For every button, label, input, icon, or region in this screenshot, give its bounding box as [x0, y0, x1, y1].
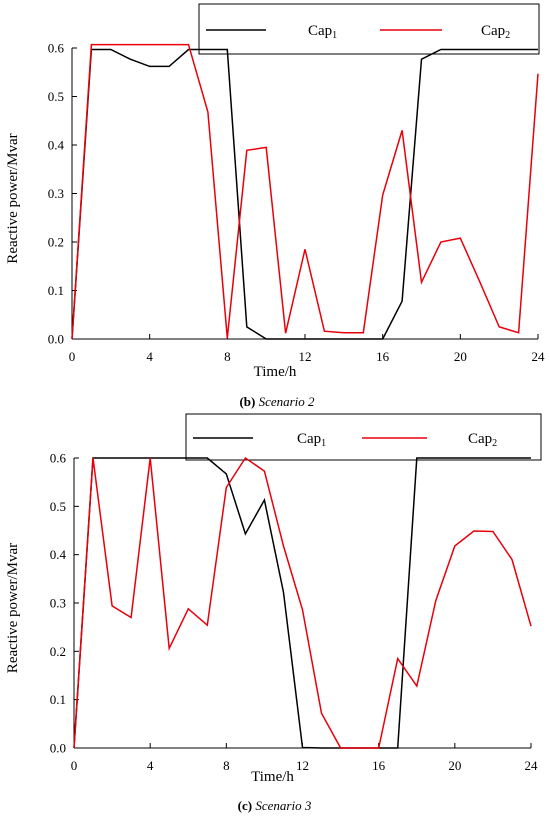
y-tick-label: 0.5	[48, 89, 64, 104]
chart-caption: (b) Scenario 2	[239, 394, 315, 409]
x-tick-label: 0	[71, 758, 78, 773]
series-line-1	[71, 48, 538, 340]
y-tick-label: 0.6	[50, 451, 67, 466]
y-tick-label: 0.3	[50, 596, 66, 611]
x-tick-label: 4	[147, 758, 154, 773]
y-tick-label: 0.1	[48, 283, 64, 298]
x-tick-label: 24	[532, 349, 546, 364]
legend-label-1: Cap1	[297, 431, 326, 449]
x-tick-label: 0	[69, 349, 76, 364]
x-tick-label: 20	[448, 758, 461, 773]
y-tick-label: 0.5	[50, 499, 66, 514]
y-tick-label: 0.0	[50, 741, 66, 756]
series-line-1	[73, 457, 531, 749]
y-tick-label: 0.2	[50, 644, 66, 659]
legend-box	[185, 413, 542, 461]
legend-label-2: Cap2	[468, 431, 497, 449]
y-tick-label: 0.2	[48, 235, 64, 250]
x-tick-label: 24	[525, 758, 539, 773]
y-axis-label: Reactive power/Mvar	[5, 133, 21, 263]
y-tick-label: 0.3	[48, 186, 64, 201]
y-tick-label: 0.6	[48, 41, 65, 56]
x-axis-label: Time/h	[254, 364, 297, 380]
legend: Cap1 Cap2	[185, 413, 542, 461]
series-line-2	[71, 43, 539, 340]
x-tick-label: 8	[224, 349, 231, 364]
x-tick-label: 20	[454, 349, 467, 364]
chart-2: Cap1 Cap2 0.0 0.1 0.2 0.3 0.4 0.5 0.6 0 4 8 12 16 20 24…	[5, 413, 542, 813]
y-tick-label: 0.4	[50, 547, 67, 562]
y-tick-label: 0.4	[48, 138, 65, 153]
x-tick-label: 16	[372, 758, 386, 773]
legend: Cap1 Cap2	[198, 3, 540, 55]
chart-1: Cap1 Cap2 0.0 0.1 0.2 0.3 0.4 0.5 0.6 0 4 8 12 16 20 24…	[5, 3, 546, 409]
y-axis-label: Reactive power/Mvar	[5, 543, 21, 673]
chart-caption: (c) Scenario 3	[238, 798, 312, 813]
series-line-2	[73, 456, 532, 749]
x-tick-label: 4	[146, 349, 153, 364]
y-tick-label: 0.1	[50, 692, 66, 707]
x-tick-label: 12	[299, 349, 312, 364]
legend-label-1: Cap1	[308, 23, 337, 41]
legend-box	[198, 3, 540, 55]
x-tick-label: 16	[376, 349, 390, 364]
y-tick-label: 0.0	[48, 332, 64, 347]
legend-label-2: Cap2	[481, 23, 510, 41]
x-axis-label: Time/h	[251, 769, 294, 785]
x-tick-label: 8	[223, 758, 230, 773]
x-tick-label: 12	[296, 758, 309, 773]
